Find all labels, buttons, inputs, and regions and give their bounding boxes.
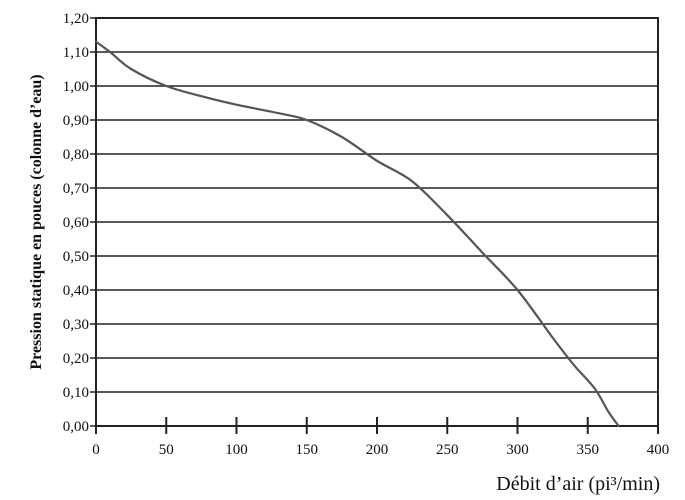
y-tick-label: 0,80 [63,147,89,163]
y-tick-label: 0,70 [63,181,89,197]
x-tick-labels: 0 50 100 150 200 250 300 350 400 [92,442,669,458]
x-tick-label: 150 [296,442,319,458]
x-tick-label: 0 [92,442,100,458]
y-tick-label: 0,90 [63,113,89,129]
x-tick-label: 50 [159,442,174,458]
x-tick-label: 350 [577,442,600,458]
y-tick-label: 0,60 [63,215,89,231]
x-tick-label: 300 [506,442,529,458]
x-tick-label: 100 [225,442,248,458]
y-tick-label: 0,10 [63,385,89,401]
y-tick-label: 1,20 [63,11,89,27]
y-tick-label: 0,40 [63,283,89,299]
y-axis-title: Pression statique en pouces (colonne d’e… [28,74,45,369]
x-tick-label: 200 [366,442,389,458]
y-tick-label: 1,10 [63,45,89,61]
y-tick-label: 0,30 [63,317,89,333]
series-group [94,40,620,428]
x-axis-title: Débit d’air (pi³/min) [496,473,660,495]
y-tick-label: 0,50 [63,249,89,265]
y-tick-label: 1,00 [63,79,89,95]
plot-frame [95,17,659,427]
y-tick-label: 0,20 [63,351,89,367]
y-tick-label: 0,00 [63,419,89,435]
x-tick-label: 250 [436,442,459,458]
x-tick-label: 400 [647,442,670,458]
series-line [94,40,620,428]
y-tick-labels: 0,00 0,10 0,20 0,30 0,40 0,50 0,60 0,70 0,80 0,90… [63,11,89,435]
